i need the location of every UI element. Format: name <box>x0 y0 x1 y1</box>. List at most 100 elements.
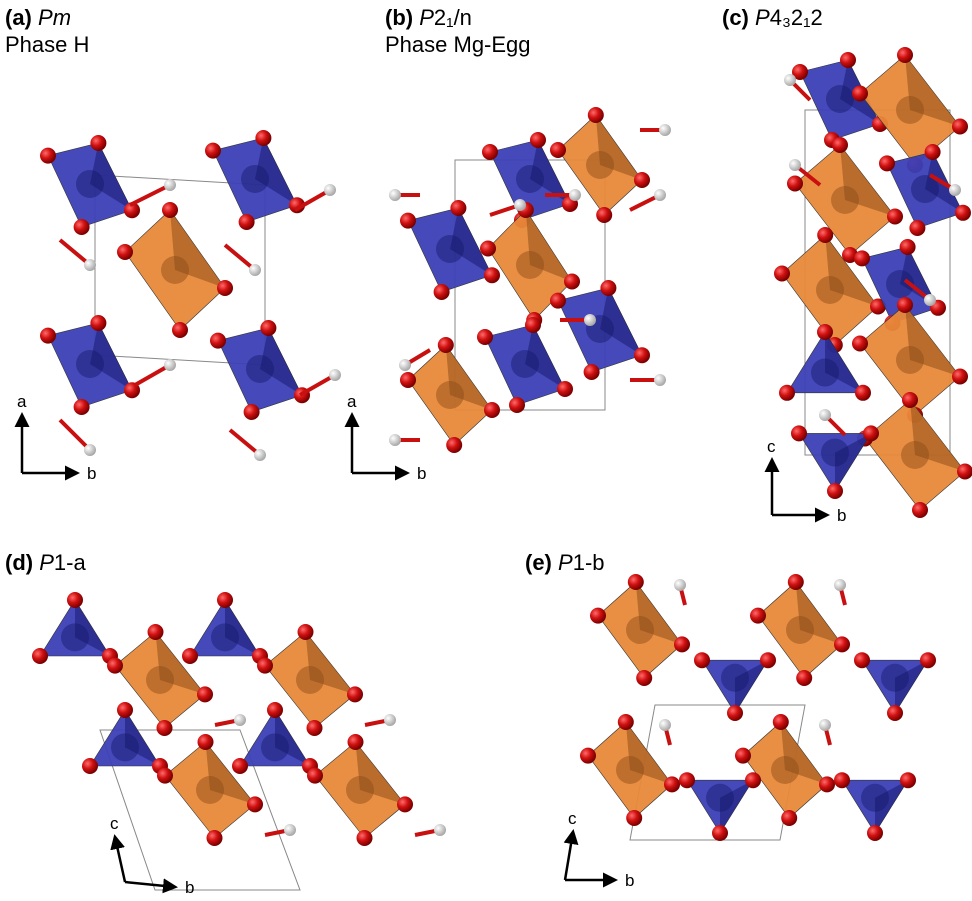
cation <box>436 234 464 263</box>
oxygen-atom <box>450 200 467 216</box>
cation <box>911 175 939 204</box>
octahedron-shade <box>795 582 842 645</box>
oxygen-atom <box>480 240 496 257</box>
panel-letter: (e) <box>525 550 552 575</box>
octahedron-shade <box>170 210 225 288</box>
hydrogen-atom <box>659 719 671 731</box>
tetrahedron-shade <box>600 288 642 356</box>
phase-name: Phase Mg-Egg <box>385 32 531 57</box>
oxygen-atom <box>437 337 454 353</box>
oxygen-atom <box>397 796 413 813</box>
oxygen-atom <box>596 207 613 223</box>
oxygen-atom <box>267 702 283 718</box>
cation <box>721 663 749 692</box>
hydrogen-atom <box>399 359 411 371</box>
oxygen-atom <box>955 204 971 221</box>
hydrogen-atom <box>324 184 336 196</box>
cation <box>786 616 814 644</box>
hydrogen-atom <box>84 444 96 456</box>
hydrogen-atom <box>384 714 396 726</box>
oxygen-atom <box>854 652 870 669</box>
oxygen-atom <box>912 502 928 518</box>
oxygen-atom <box>307 767 323 784</box>
oxygen-atom <box>694 652 710 669</box>
oxygen-atom <box>40 327 56 344</box>
tetrahedron-shade <box>75 600 110 656</box>
oxygen-atom <box>902 392 918 408</box>
axis-label: b <box>625 871 634 890</box>
oxygen-atom <box>484 402 500 418</box>
panel-letter: (d) <box>5 550 33 575</box>
oxygen-atom <box>727 705 743 721</box>
cation <box>246 354 274 383</box>
cation <box>346 776 374 804</box>
cation <box>196 776 224 804</box>
oxygen-atom <box>887 208 903 225</box>
unit-cell <box>99 729 301 891</box>
tetrahedron-shade <box>895 660 928 713</box>
cation <box>436 381 464 409</box>
octahedron-shade <box>445 345 492 410</box>
cation <box>861 783 889 812</box>
oxygen-atom <box>400 372 416 388</box>
oxygen-atom <box>260 320 277 336</box>
oxygen-atom <box>897 297 913 313</box>
oxygen-atom <box>817 227 834 243</box>
hydrogen-atom <box>834 579 846 591</box>
oxygen-atom <box>107 657 123 674</box>
axis-arrow <box>110 834 127 883</box>
hydrogen-atom <box>434 824 446 836</box>
axis-label: c <box>767 437 776 456</box>
cation <box>881 663 909 692</box>
octahedron-shade <box>355 742 405 805</box>
oxygen-atom <box>32 648 48 664</box>
oxygen-atom <box>433 284 450 300</box>
oxygen-atom <box>590 607 606 624</box>
octahedron-shade <box>840 145 895 217</box>
oxygen-atom <box>852 335 868 352</box>
bond <box>223 243 257 272</box>
bond <box>299 373 336 397</box>
hydrogen-atom <box>819 719 831 731</box>
tetrahedron-shade <box>255 138 297 206</box>
hydrogen-atom <box>949 184 961 196</box>
structures <box>32 47 972 891</box>
oxygen-atom <box>580 747 596 764</box>
panel-letter: (c) <box>722 5 749 30</box>
oxygen-atom <box>446 437 463 453</box>
space-group-rest: 1-a <box>54 550 87 575</box>
space-group-symbol: P <box>419 5 434 30</box>
hydrogen-atom <box>659 124 671 136</box>
oxygen-atom <box>356 830 373 846</box>
bond <box>58 418 92 452</box>
octahedron-shade <box>825 235 878 307</box>
oxygen-atom <box>634 347 650 364</box>
axis-label: c <box>110 814 119 833</box>
tetrahedron-shade <box>90 143 132 211</box>
oxygen-atom <box>73 219 90 235</box>
oxygen-atom <box>117 244 133 260</box>
oxygen-atom <box>920 652 936 669</box>
cation <box>76 169 104 198</box>
hydrogen-atom <box>284 824 296 836</box>
cation <box>771 756 799 784</box>
octahedron-shade <box>305 632 355 695</box>
space-group-symbol: P <box>755 5 770 30</box>
oxygen-atom <box>243 404 260 420</box>
oxygen-atom <box>745 772 761 789</box>
tetrahedron-shade <box>525 325 565 389</box>
cation <box>626 616 654 644</box>
cation <box>241 164 269 193</box>
axis-label: b <box>185 878 194 897</box>
oxygen-atom <box>636 670 653 686</box>
oxygen-atom <box>600 280 617 296</box>
oxygen-atom <box>679 772 695 789</box>
cation <box>896 96 924 124</box>
oxygen-atom <box>863 425 879 442</box>
hydrogen-atom <box>389 434 401 446</box>
oxygen-atom <box>484 267 500 284</box>
oxygen-atom <box>834 636 850 653</box>
oxygen-atom <box>550 292 566 309</box>
